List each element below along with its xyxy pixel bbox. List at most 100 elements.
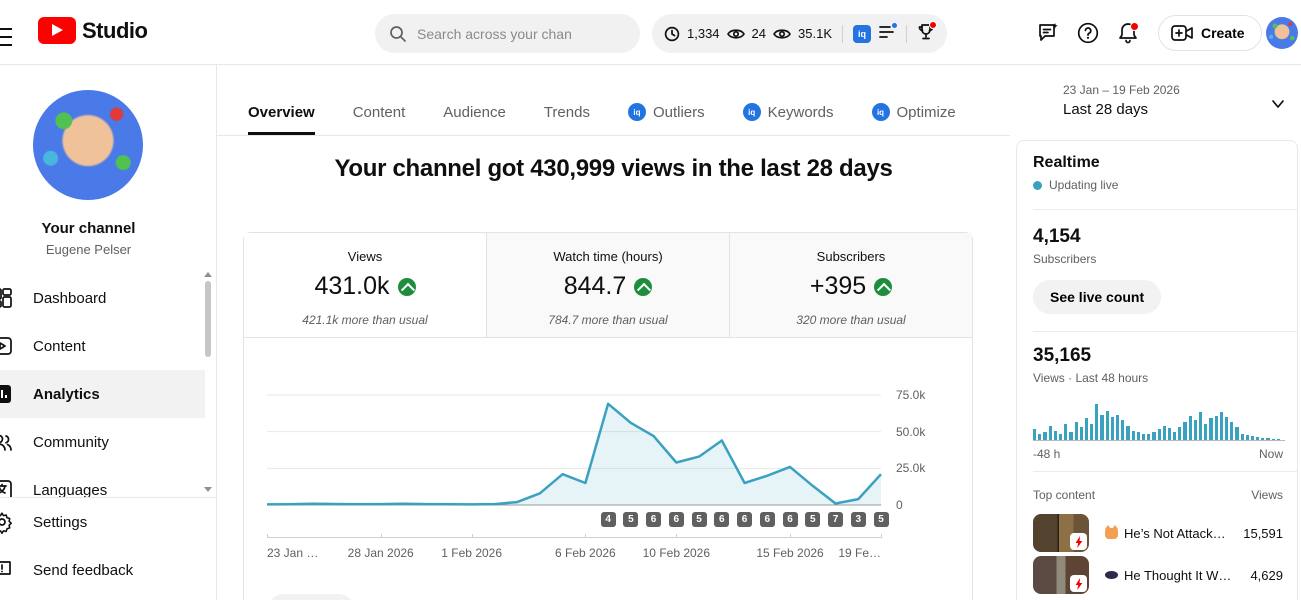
search-input[interactable] xyxy=(417,25,617,42)
realtime-bar xyxy=(1245,435,1249,440)
realtime-bar xyxy=(1126,425,1130,440)
x-axis-tick xyxy=(380,534,382,538)
realtime-bar xyxy=(1136,432,1140,440)
tab-overview[interactable]: Overview xyxy=(248,89,315,135)
date-preset-text: Last 28 days xyxy=(1063,101,1149,118)
top-content-header: Top content Views xyxy=(1033,488,1283,502)
y-axis-label: 25.0k xyxy=(896,461,926,476)
realtime-bar xyxy=(1250,436,1255,440)
live-dot-icon xyxy=(1033,180,1042,190)
realtime-bar xyxy=(1084,418,1089,440)
tab-label: Trends xyxy=(543,103,590,121)
studio-logo-text: Studio xyxy=(82,17,148,43)
sidebar-item-settings[interactable]: Settings xyxy=(0,498,205,546)
realtime-bar xyxy=(1105,411,1109,440)
video-views: 4,629 xyxy=(1250,567,1283,583)
date-range-picker[interactable]: 23 Jan – 19 Feb 2026 Last 28 days xyxy=(1063,83,1293,118)
see-live-count-button[interactable]: See live count xyxy=(1033,280,1162,314)
top-content-row[interactable]: He Thought It W… 4,629 xyxy=(1033,555,1283,595)
views-line-chart[interactable] xyxy=(267,383,883,511)
sidebar-item-analytics[interactable]: Analytics xyxy=(0,370,205,418)
see-more-button[interactable] xyxy=(267,594,355,600)
tab-keywords[interactable]: iq Keywords xyxy=(742,89,834,135)
search-bar[interactable] xyxy=(375,14,640,53)
iq-insight-icon: iq xyxy=(871,103,890,121)
menu-icon[interactable] xyxy=(0,22,12,46)
create-button-label: Create xyxy=(1201,25,1245,41)
realtime-bar xyxy=(1235,427,1239,440)
channel-stats-pill[interactable]: 1,334 24 35.1K iq xyxy=(652,14,947,53)
published-videos-badge[interactable]: 4 xyxy=(600,512,616,527)
realtime-bar xyxy=(1069,432,1073,440)
published-videos-badge[interactable]: 6 xyxy=(759,512,775,527)
published-videos-badge[interactable]: 6 xyxy=(737,512,753,527)
achievements-trophy-icon[interactable] xyxy=(917,21,937,44)
insights-iq-icon[interactable]: iq xyxy=(853,24,871,43)
published-videos-badge[interactable]: 5 xyxy=(873,512,889,527)
realtime-bar xyxy=(1033,429,1037,440)
realtime-bar xyxy=(1100,414,1104,440)
sidebar-item-community[interactable]: Community xyxy=(0,418,205,466)
scroll-down-arrow-icon[interactable] xyxy=(204,487,212,492)
page-title: Your channel got 430,999 views in the la… xyxy=(334,155,893,182)
community-icon xyxy=(0,434,12,451)
realtime-bar xyxy=(1157,429,1161,440)
published-videos-badge[interactable]: 5 xyxy=(623,512,639,527)
studio-logo[interactable]: Studio xyxy=(38,17,148,44)
trend-up-icon xyxy=(874,277,893,296)
realtime-bar xyxy=(1173,432,1177,440)
help-icon[interactable] xyxy=(1076,21,1100,45)
trend-up-icon xyxy=(397,277,416,296)
sidebar-item-label: Community xyxy=(33,433,109,451)
metric-card-watch-time[interactable]: Watch time (hours) 844.7 784.7 more than… xyxy=(486,233,729,337)
scroll-up-arrow-icon[interactable] xyxy=(204,272,212,277)
sidebar-scrollbar[interactable] xyxy=(203,272,213,492)
sidebar-item-languages[interactable]: Languages xyxy=(0,466,205,498)
metric-card-subscribers[interactable]: Subscribers +395 320 more than usual xyxy=(729,233,972,337)
realtime-bar xyxy=(1038,433,1042,440)
chevron-down-icon[interactable] xyxy=(1268,94,1288,114)
tab-optimize[interactable]: iq Optimize xyxy=(871,89,956,135)
analytics-icon xyxy=(0,385,11,403)
published-videos-badge[interactable]: 5 xyxy=(805,512,821,527)
create-button[interactable]: Create xyxy=(1158,15,1262,51)
tab-trends[interactable]: Trends xyxy=(544,89,590,135)
realtime-bar xyxy=(1074,422,1078,440)
views-trend-line[interactable] xyxy=(267,402,882,506)
video-title: He Thought It W… xyxy=(1124,567,1232,583)
scrollbar-thumb[interactable] xyxy=(205,281,211,357)
published-videos-badge[interactable]: 6 xyxy=(714,512,730,527)
realtime-bar xyxy=(1209,418,1213,440)
realtime-bar-chart[interactable] xyxy=(1033,401,1285,441)
published-videos-badge[interactable]: 3 xyxy=(850,512,866,527)
notifications-bell-icon[interactable] xyxy=(1116,21,1140,45)
metric-card-views[interactable]: Views 431.0k 421.1k more than usual xyxy=(244,233,486,337)
account-avatar[interactable] xyxy=(1266,17,1298,49)
published-videos-badge[interactable]: 6 xyxy=(646,512,662,527)
sidebar-item-send-feedback[interactable]: Send feedback xyxy=(0,546,205,594)
sidebar-item-content[interactable]: Content xyxy=(0,322,205,370)
cat-face-emoji-icon xyxy=(1105,524,1118,539)
published-videos-badge[interactable]: 6 xyxy=(668,512,684,527)
tab-content[interactable]: Content xyxy=(353,89,406,135)
top-content-row[interactable]: He’s Not Attack… 15,591 xyxy=(1033,513,1283,553)
y-axis-label: 75.0k xyxy=(896,388,926,402)
x-axis-tick xyxy=(881,534,882,538)
realtime-bar xyxy=(1131,430,1135,440)
shorts-badge-icon xyxy=(1070,533,1087,550)
published-videos-badge[interactable]: 6 xyxy=(782,512,798,527)
published-videos-badge[interactable]: 5 xyxy=(691,512,707,527)
sidebar-item-dashboard[interactable]: Dashboard xyxy=(0,274,205,322)
published-videos-badge[interactable]: 7 xyxy=(828,512,844,527)
realtime-status: Updating live xyxy=(1033,178,1283,192)
x-axis-tick xyxy=(676,534,678,538)
tab-audience[interactable]: Audience xyxy=(443,89,506,135)
x-axis-tick xyxy=(471,534,473,538)
realtime-bar xyxy=(1064,423,1068,440)
feedback-comment-icon[interactable] xyxy=(1036,21,1060,45)
tab-outliers[interactable]: iq Outliers xyxy=(627,89,705,135)
video-thumbnail[interactable] xyxy=(1033,514,1089,552)
video-thumbnail[interactable] xyxy=(1033,556,1089,594)
ranked-list-icon[interactable] xyxy=(878,22,898,43)
channel-avatar[interactable] xyxy=(33,90,143,200)
